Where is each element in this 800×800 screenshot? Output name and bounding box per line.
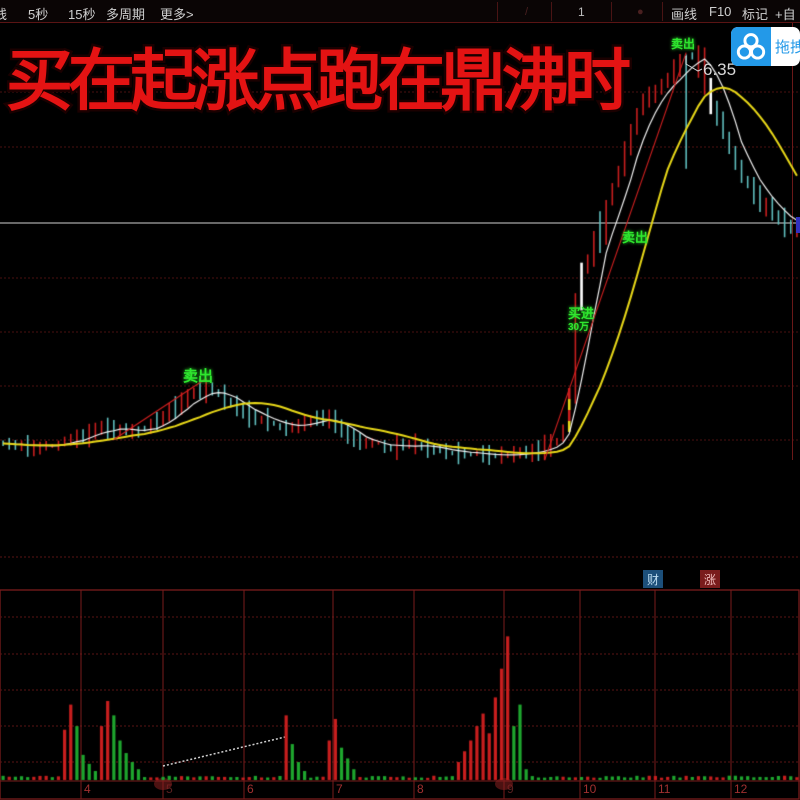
svg-text:7: 7: [336, 782, 343, 796]
svg-text:30万: 30万: [568, 321, 589, 333]
svg-text:财: 财: [647, 573, 659, 587]
svg-text:涨: 涨: [704, 572, 716, 587]
svg-text:卖出: 卖出: [622, 230, 648, 245]
svg-text:卖出: 卖出: [671, 36, 695, 51]
svg-text:拖拽: 拖拽: [775, 39, 800, 56]
svg-text:12: 12: [734, 782, 748, 796]
svg-text:5: 5: [166, 782, 173, 796]
svg-text:买在起涨点跑在鼎沸时: 买在起涨点跑在鼎沸时: [6, 44, 630, 119]
svg-text:6: 6: [247, 782, 254, 796]
svg-text:8: 8: [417, 782, 424, 796]
svg-text:9: 9: [507, 782, 514, 796]
svg-text:11: 11: [658, 782, 671, 796]
svg-text:4: 4: [84, 782, 91, 796]
svg-text:10: 10: [583, 782, 597, 796]
svg-text:买进: 买进: [568, 306, 594, 321]
svg-text:卖出: 卖出: [183, 367, 213, 385]
svg-text:6.35: 6.35: [703, 60, 736, 79]
